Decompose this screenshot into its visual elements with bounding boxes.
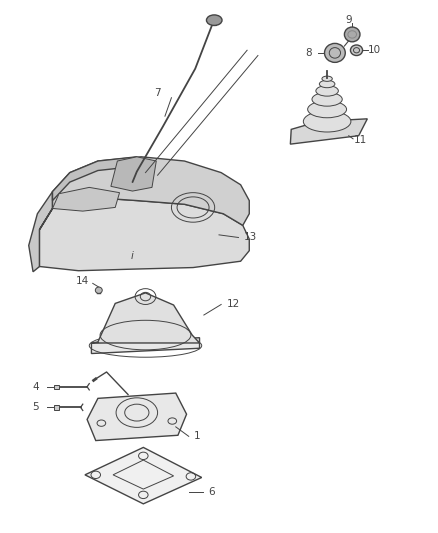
Text: 11: 11 xyxy=(354,135,367,145)
Text: 7: 7 xyxy=(154,88,161,99)
Text: i: i xyxy=(131,251,134,261)
Polygon shape xyxy=(85,447,202,504)
Polygon shape xyxy=(111,157,156,191)
Text: 8: 8 xyxy=(305,48,312,58)
Ellipse shape xyxy=(322,76,332,82)
Text: 14: 14 xyxy=(75,276,88,286)
Ellipse shape xyxy=(319,80,335,88)
Text: 6: 6 xyxy=(208,487,214,497)
Polygon shape xyxy=(29,191,53,272)
Polygon shape xyxy=(87,393,187,441)
Ellipse shape xyxy=(344,27,360,42)
Polygon shape xyxy=(39,157,249,230)
Text: 13: 13 xyxy=(244,232,257,243)
Text: 9: 9 xyxy=(346,15,352,25)
Ellipse shape xyxy=(206,15,222,26)
Bar xyxy=(54,405,60,410)
Text: 1: 1 xyxy=(194,431,201,441)
Polygon shape xyxy=(39,198,249,271)
Polygon shape xyxy=(290,119,367,144)
Ellipse shape xyxy=(312,92,342,106)
Bar xyxy=(54,385,60,390)
Text: 4: 4 xyxy=(32,382,39,392)
Polygon shape xyxy=(92,293,200,343)
Ellipse shape xyxy=(307,101,346,118)
Text: 5: 5 xyxy=(32,402,39,413)
Text: 10: 10 xyxy=(368,45,381,55)
Polygon shape xyxy=(53,157,137,200)
Polygon shape xyxy=(53,188,120,211)
Ellipse shape xyxy=(350,45,363,55)
Ellipse shape xyxy=(316,86,338,96)
Polygon shape xyxy=(92,338,200,353)
Text: 12: 12 xyxy=(226,300,240,310)
Ellipse shape xyxy=(325,43,345,62)
Ellipse shape xyxy=(304,111,351,132)
Ellipse shape xyxy=(95,287,102,293)
